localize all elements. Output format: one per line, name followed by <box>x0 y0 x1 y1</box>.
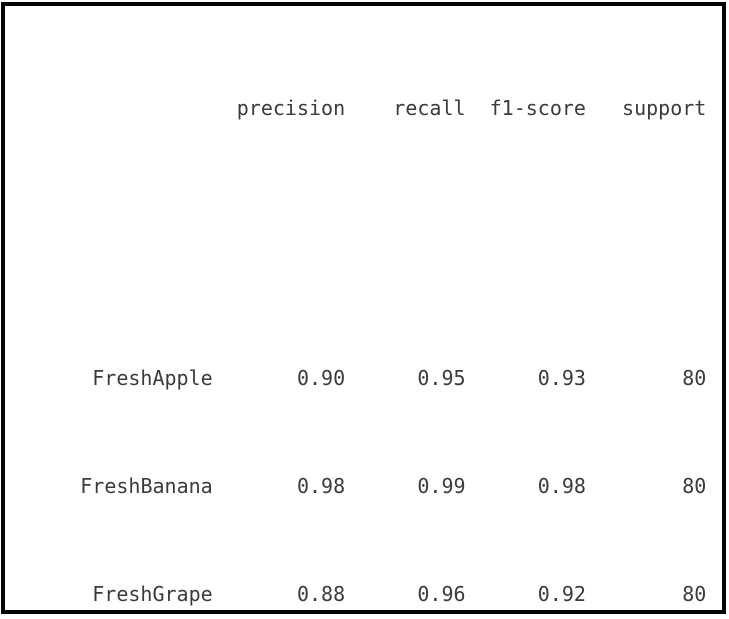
f1-score-value: 0.98 <box>537 474 586 498</box>
column-header-support: support <box>622 96 707 120</box>
row-label: FreshApple <box>92 366 213 390</box>
classification-report: precision recall f1-score support FreshAppl… <box>8 14 722 619</box>
column-header-recall: recall <box>393 96 466 120</box>
support-value: 80 <box>682 582 707 606</box>
precision-value: 0.88 <box>296 582 346 606</box>
precision-value: 0.98 <box>296 474 346 498</box>
recall-value: 0.99 <box>417 474 466 498</box>
table-row: FreshBanana 0.98 0.99 0.98 80 <box>8 473 722 500</box>
column-header-f1-score: f1-score <box>489 96 586 120</box>
row-label: FreshBanana <box>80 474 213 498</box>
recall-value: 0.95 <box>417 366 466 390</box>
support-value: 80 <box>682 474 707 498</box>
table-row: FreshApple 0.90 0.95 0.93 80 <box>8 365 722 392</box>
header-row: precision recall f1-score support <box>8 95 722 122</box>
class-rows-section: FreshApple 0.90 0.95 0.93 80 FreshBanana 0.98… <box>8 311 722 619</box>
f1-score-value: 0.93 <box>537 366 586 390</box>
spacer-line <box>8 203 722 230</box>
support-value: 80 <box>682 366 707 390</box>
recall-value: 0.96 <box>417 582 466 606</box>
row-label: FreshGrape <box>92 582 213 606</box>
f1-score-value: 0.92 <box>537 582 586 606</box>
precision-value: 0.90 <box>296 366 346 390</box>
table-row: FreshGrape 0.88 0.96 0.92 80 <box>8 581 722 608</box>
column-header-precision: precision <box>236 96 346 120</box>
